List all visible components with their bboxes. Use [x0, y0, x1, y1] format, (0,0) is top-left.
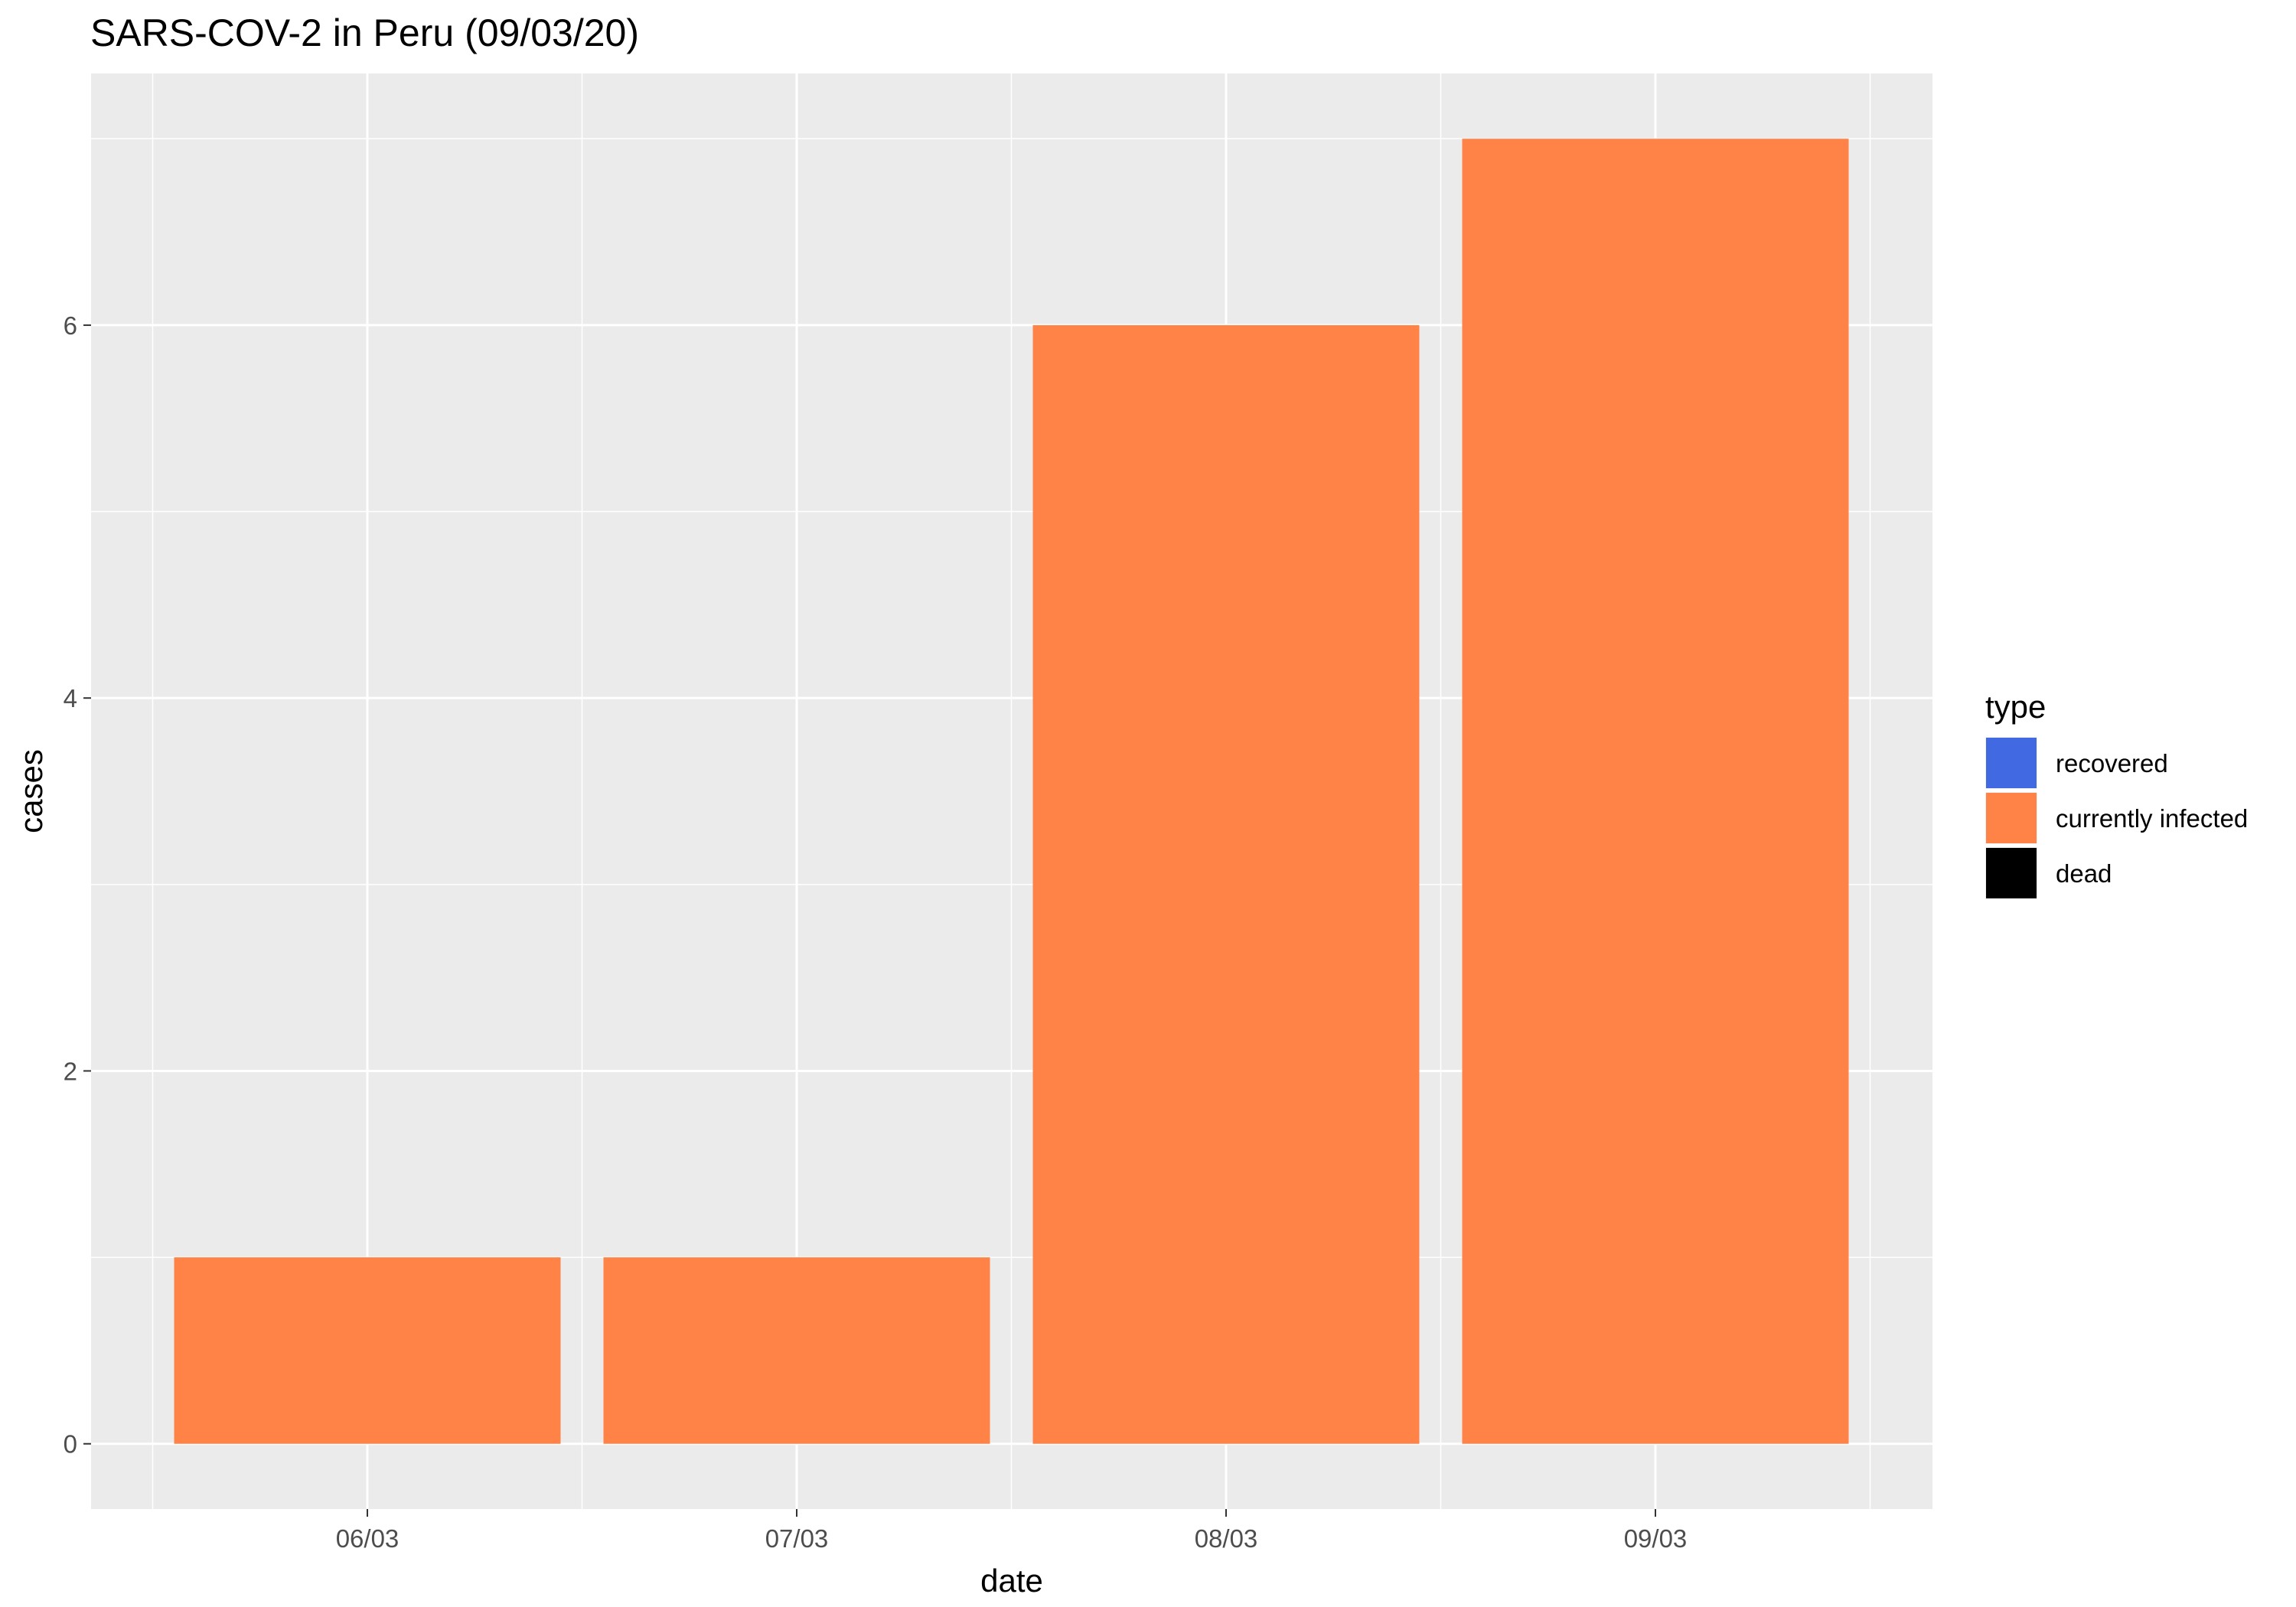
x-tick-label: 07/03	[765, 1524, 829, 1553]
bar	[174, 1257, 561, 1444]
y-axis-title: cases	[13, 749, 49, 833]
y-tick-label: 4	[64, 684, 77, 712]
y-tick-label: 6	[64, 311, 77, 340]
legend-swatch	[1986, 793, 2037, 843]
bar	[1032, 324, 1420, 1444]
legend-title: type	[1985, 689, 2046, 725]
y-tick-label: 2	[64, 1057, 77, 1085]
bar	[1462, 139, 1849, 1444]
y-tick-label: 0	[64, 1430, 77, 1459]
x-tick-label: 09/03	[1624, 1524, 1688, 1553]
legend-swatch	[1986, 738, 2037, 788]
x-axis-title: date	[980, 1563, 1043, 1599]
legend-label: currently infected	[2056, 804, 2248, 833]
legend-label: dead	[2056, 859, 2112, 888]
x-axis: 06/03 07/03 08/03 09/03	[336, 1509, 1688, 1553]
x-tick-label: 08/03	[1195, 1524, 1258, 1553]
chart-title: SARS-COV-2 in Peru (09/03/20)	[90, 11, 639, 54]
bars	[174, 139, 1849, 1444]
legend: type recovered currently infected dead	[1985, 689, 2248, 899]
x-tick-label: 06/03	[336, 1524, 400, 1553]
y-axis: 0 2 4 6	[64, 311, 91, 1459]
legend-label: recovered	[2056, 749, 2168, 777]
legend-swatch	[1986, 848, 2037, 898]
bar	[603, 1257, 990, 1444]
